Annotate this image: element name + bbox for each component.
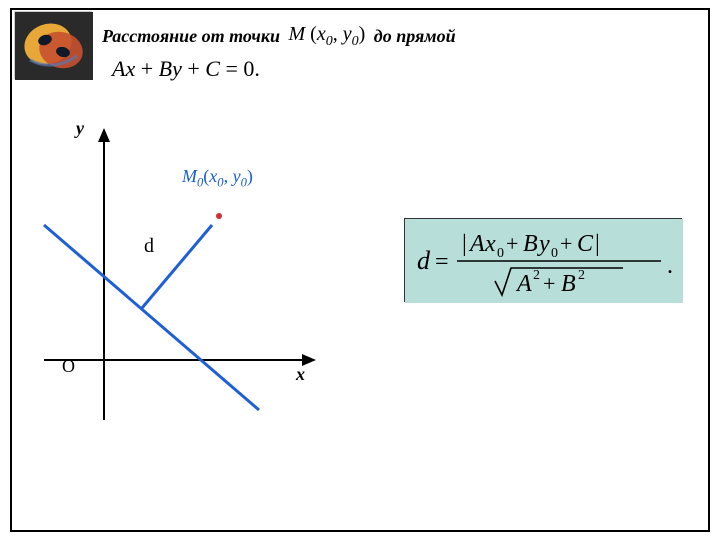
slide-frame: Расстояние от точки M (x0, y0) до прямой… bbox=[10, 8, 710, 532]
x0: x bbox=[317, 23, 326, 45]
svg-text:0: 0 bbox=[497, 246, 504, 261]
eq-A: A bbox=[112, 56, 125, 81]
eq-eq0: = 0. bbox=[220, 56, 260, 81]
svg-text:x: x bbox=[484, 231, 496, 257]
y0: y bbox=[343, 23, 352, 45]
point-m0 bbox=[216, 213, 222, 219]
svg-text:=: = bbox=[435, 249, 449, 275]
x-axis-label: x bbox=[296, 364, 305, 385]
svg-text:0: 0 bbox=[551, 246, 558, 261]
line-equation: Ax + By + C = 0. bbox=[112, 56, 260, 82]
svg-text:.: . bbox=[667, 253, 673, 279]
lp: ( bbox=[310, 23, 317, 45]
svg-text:y: y bbox=[537, 231, 550, 257]
svg-text:|: | bbox=[595, 231, 600, 257]
svg-text:2: 2 bbox=[578, 268, 585, 283]
m0-y: y bbox=[233, 166, 241, 186]
svg-text:B: B bbox=[523, 231, 538, 257]
svg-text:B: B bbox=[561, 271, 576, 297]
eq-p2: + bbox=[182, 56, 205, 81]
eq-y: y bbox=[172, 56, 182, 81]
svg-text:d: d bbox=[417, 246, 431, 275]
svg-text:+: + bbox=[543, 271, 555, 296]
eq-C: C bbox=[205, 56, 220, 81]
svg-text:A: A bbox=[515, 271, 532, 297]
svg-text:C: C bbox=[577, 231, 594, 257]
m0-M: M bbox=[182, 166, 197, 186]
svg-text:2: 2 bbox=[533, 268, 540, 283]
title-point-M: M (x0, y0) bbox=[288, 23, 365, 50]
m0-rp: ) bbox=[247, 166, 253, 186]
title-text-1: Расстояние от точки bbox=[102, 26, 280, 47]
rp: ) bbox=[359, 23, 366, 45]
graph-svg bbox=[34, 110, 334, 440]
M-symbol: M bbox=[288, 23, 305, 45]
distance-d-label: d bbox=[144, 235, 154, 258]
svg-text:+: + bbox=[506, 231, 518, 256]
svg-text:+: + bbox=[560, 231, 572, 256]
m0-point-label: M0(x0, y0) bbox=[182, 166, 253, 191]
y0-sub: 0 bbox=[352, 34, 359, 49]
svg-text:|: | bbox=[462, 231, 467, 257]
origin-label: O bbox=[62, 356, 75, 377]
eq-p1: + bbox=[135, 56, 158, 81]
coordinate-graph: y x O d M0(x0, y0) bbox=[34, 110, 334, 440]
svg-text:A: A bbox=[468, 231, 485, 257]
m0-comma: , bbox=[224, 166, 233, 186]
corner-3d-icon bbox=[14, 11, 92, 79]
comma: , bbox=[333, 23, 338, 45]
title-text-2: до прямой bbox=[374, 26, 456, 47]
distance-formula-box: d = | A x 0 + B y 0 + C | A 2 + B 2 . bbox=[404, 218, 682, 302]
eq-B: B bbox=[159, 56, 172, 81]
x0-sub: 0 bbox=[326, 34, 333, 49]
y-axis-label: y bbox=[76, 118, 84, 139]
title: Расстояние от точки M (x0, y0) до прямой bbox=[102, 23, 456, 50]
eq-x: x bbox=[125, 56, 135, 81]
